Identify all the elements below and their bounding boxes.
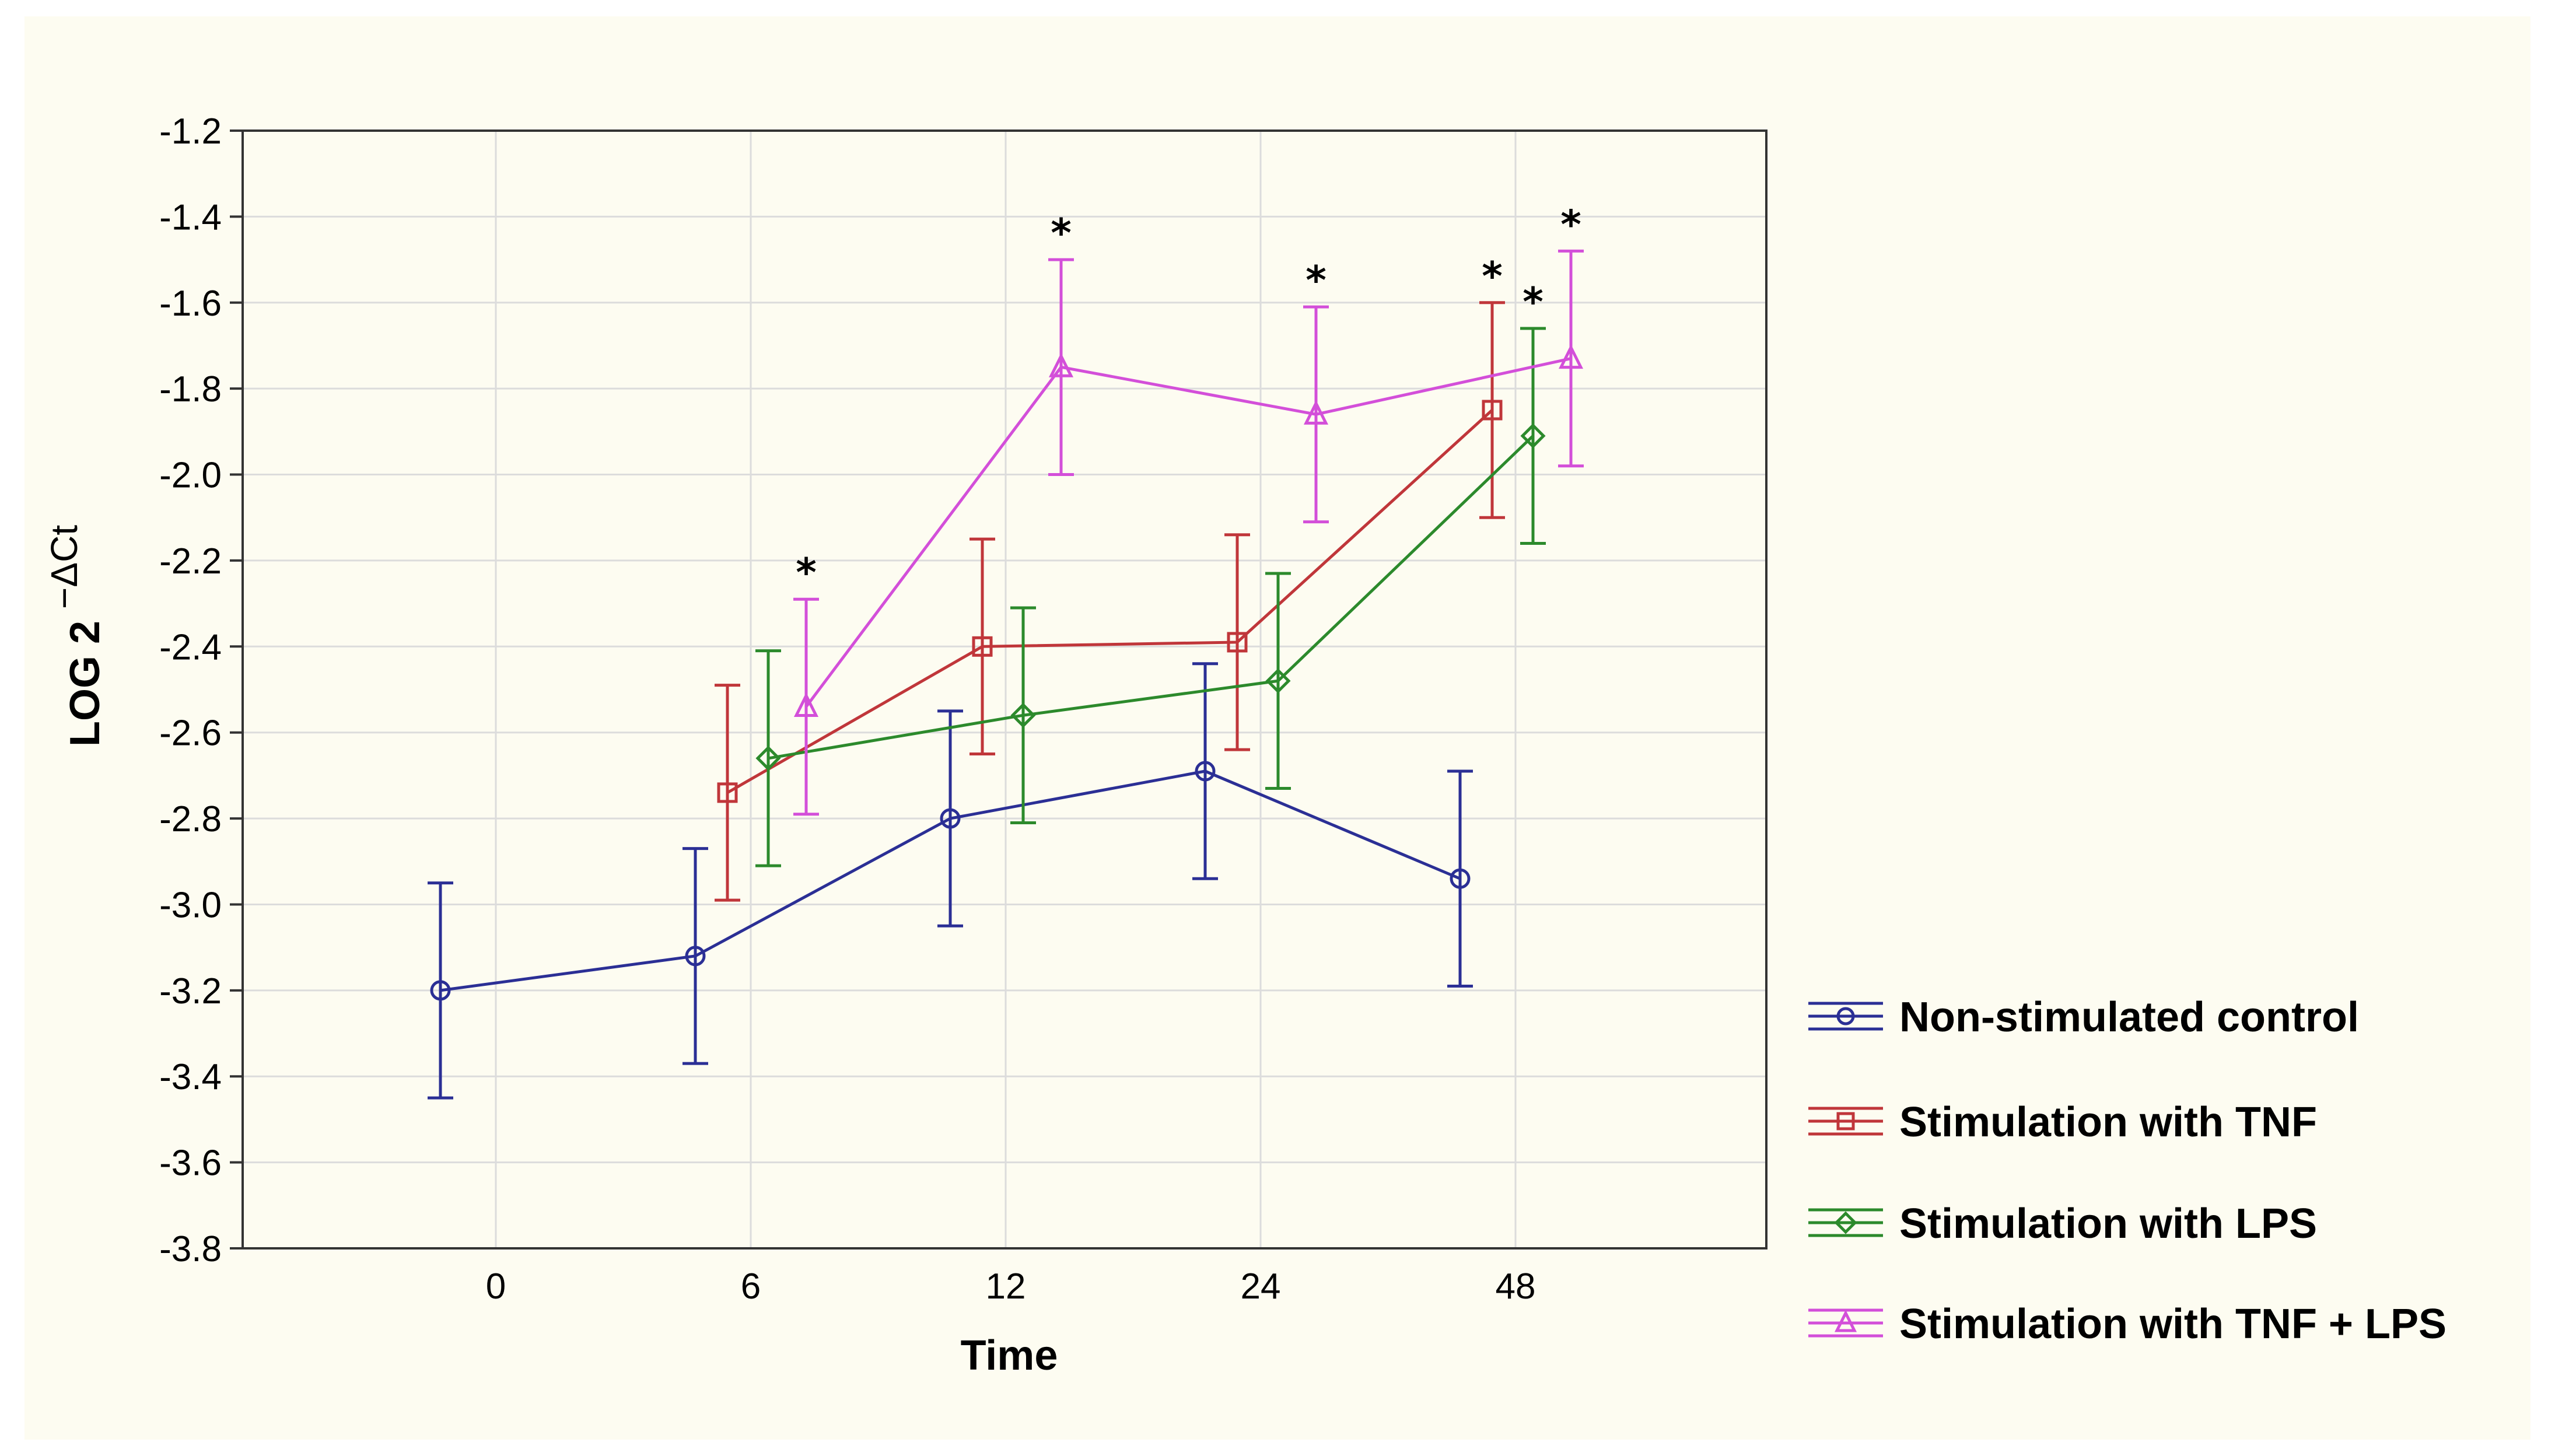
data-point bbox=[685, 946, 706, 967]
legend-label: Stimulation with TNF + LPS bbox=[1899, 1301, 2446, 1348]
y-axis-label-exponent: −ΔCt bbox=[43, 525, 85, 609]
significance-markers: * * * * * * bbox=[796, 202, 1581, 596]
y-tick-label: -2.0 bbox=[159, 456, 222, 496]
legend: Non-stimulated control Stimulation with T… bbox=[1808, 994, 2446, 1348]
grid bbox=[243, 131, 1766, 1248]
legend-item: Stimulation with TNF + LPS bbox=[1808, 1301, 2446, 1348]
x-axis-label: Time bbox=[961, 1332, 1058, 1379]
data-point bbox=[1834, 1211, 1857, 1234]
y-tick-label: -2.2 bbox=[159, 541, 222, 582]
y-axis-label: LOG 2 −ΔCt bbox=[43, 525, 108, 747]
significance-star: * bbox=[1051, 211, 1072, 257]
y-tick-label: -3.2 bbox=[159, 971, 222, 1012]
series-stimulation-with-tnf bbox=[715, 301, 1505, 902]
data-point bbox=[1834, 1310, 1857, 1332]
series-line bbox=[805, 357, 1572, 708]
series-line bbox=[726, 409, 1493, 794]
significance-star: * bbox=[1560, 202, 1581, 248]
legend-item: Stimulation with TNF bbox=[1808, 1099, 2317, 1146]
legend-label: Stimulation with TNF bbox=[1899, 1099, 2317, 1146]
data-point bbox=[793, 692, 819, 717]
x-tick-label: 48 bbox=[1496, 1266, 1536, 1307]
data-point bbox=[1048, 352, 1074, 377]
data-point bbox=[1450, 868, 1471, 889]
y-tick-label: -2.8 bbox=[159, 799, 222, 839]
series-non-stimulated-control bbox=[428, 662, 1473, 1100]
series-layer bbox=[428, 249, 1584, 1100]
data-point bbox=[755, 746, 781, 771]
data-point bbox=[1227, 632, 1248, 653]
legend-label: Non-stimulated control bbox=[1899, 994, 2359, 1041]
y-tick-label: -3.8 bbox=[159, 1229, 222, 1269]
y-axis-label-main: LOG 2 bbox=[62, 621, 108, 747]
data-point bbox=[940, 808, 961, 829]
data-point bbox=[972, 636, 993, 657]
significance-star: * bbox=[1482, 254, 1503, 300]
y-tick-label: -2.4 bbox=[159, 627, 222, 667]
y-tick-label: -3.4 bbox=[159, 1057, 222, 1097]
plot-area bbox=[242, 130, 1768, 1250]
significance-star: * bbox=[1522, 279, 1544, 326]
series-stimulation-with-lps bbox=[755, 327, 1546, 867]
y-tick-label: -3.0 bbox=[159, 885, 222, 925]
y-axis-ticks: -1.2 -1.4 -1.6 -1.8 -2.0 -2.2 -2.4 -2.6 -2.8 -3.0… bbox=[159, 111, 243, 1269]
data-point bbox=[1558, 344, 1584, 369]
x-tick-label: 0 bbox=[486, 1266, 506, 1307]
data-point bbox=[1195, 761, 1216, 782]
svg-text:LOG 2 −ΔCt: LOG 2 −ΔCt bbox=[43, 525, 108, 747]
legend-item: Non-stimulated control bbox=[1808, 994, 2359, 1041]
x-tick-label: 24 bbox=[1241, 1266, 1281, 1307]
significance-star: * bbox=[796, 550, 817, 596]
series-stimulation-with-tnf-lps bbox=[793, 249, 1584, 816]
series-line bbox=[768, 435, 1534, 760]
x-axis-ticks: 0 6 12 24 48 bbox=[486, 1266, 1536, 1307]
x-tick-label: 12 bbox=[986, 1266, 1026, 1307]
y-tick-label: -1.2 bbox=[159, 111, 222, 152]
data-point bbox=[717, 782, 738, 803]
data-point bbox=[430, 980, 451, 1001]
significance-star: * bbox=[1306, 258, 1326, 304]
y-tick-label: -2.6 bbox=[159, 713, 222, 754]
data-point bbox=[1482, 400, 1503, 421]
data-point bbox=[1836, 1007, 1855, 1026]
y-tick-label: -1.8 bbox=[159, 369, 222, 410]
legend-label: Stimulation with LPS bbox=[1899, 1200, 2317, 1247]
data-point bbox=[1520, 423, 1546, 449]
y-tick-label: -3.6 bbox=[159, 1143, 222, 1184]
x-tick-label: 6 bbox=[741, 1266, 761, 1307]
data-point bbox=[1265, 668, 1291, 694]
legend-item: Stimulation with LPS bbox=[1808, 1200, 2317, 1247]
data-point bbox=[1010, 702, 1036, 728]
y-tick-label: -1.6 bbox=[159, 284, 222, 324]
y-tick-label: -1.4 bbox=[159, 197, 222, 237]
data-point bbox=[1836, 1112, 1855, 1130]
data-point bbox=[1303, 400, 1329, 425]
